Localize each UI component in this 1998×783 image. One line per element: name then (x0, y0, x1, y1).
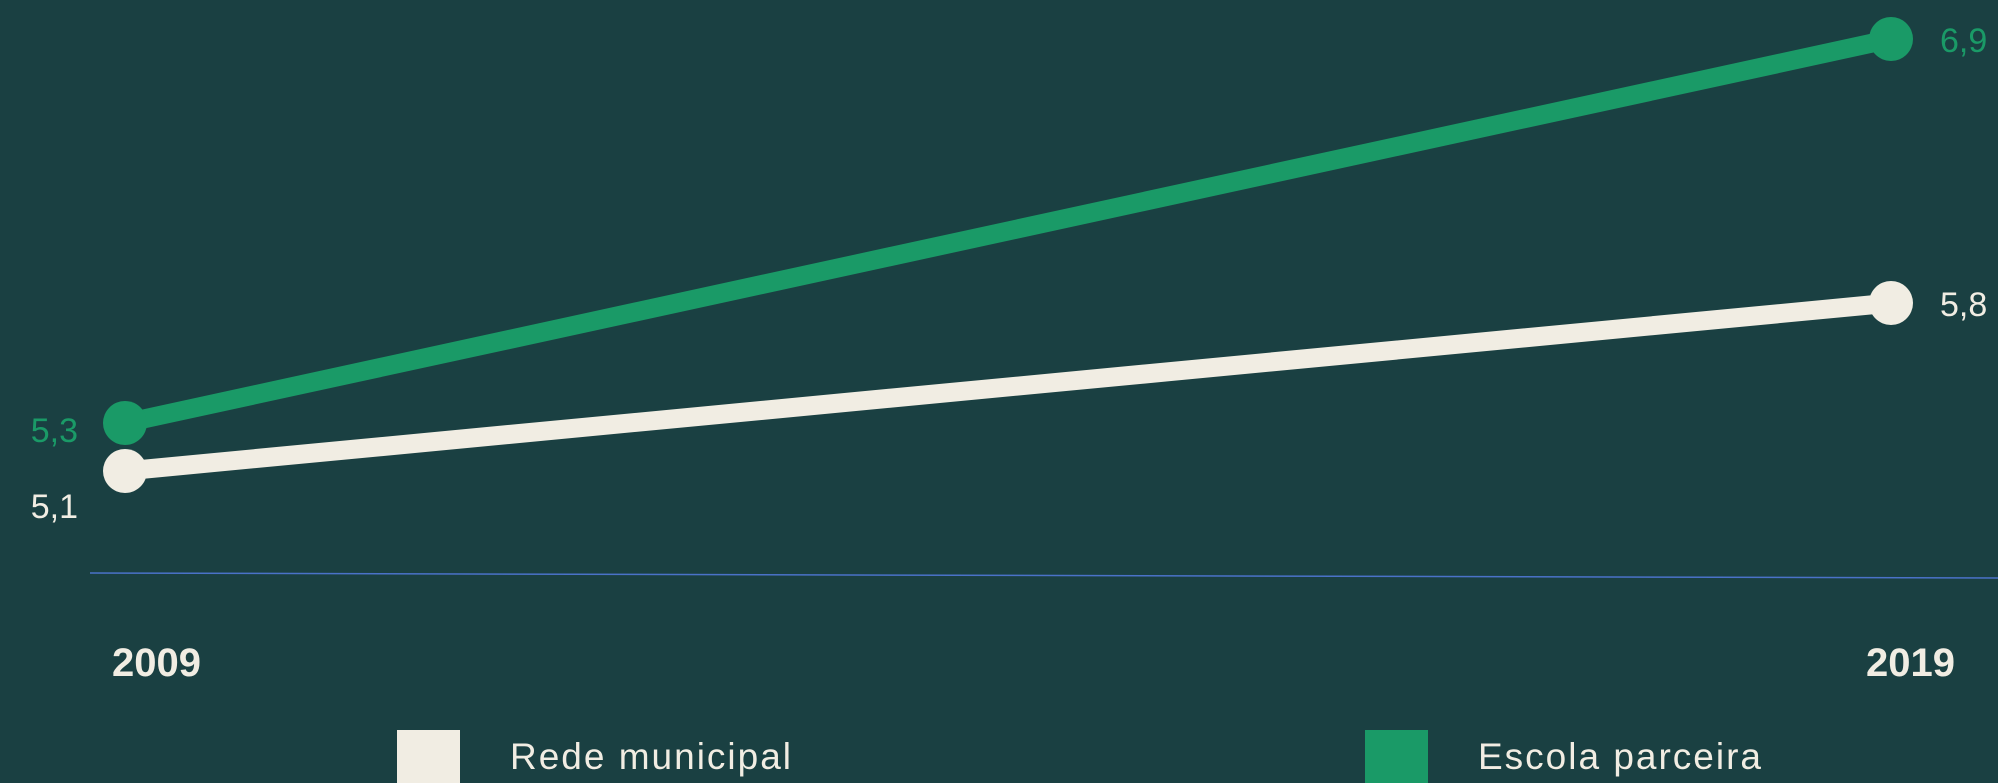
legend-label-rede-municipal: Rede municipal (510, 736, 794, 777)
legend-item-escola-parceira: Escola parceira (1365, 730, 1763, 783)
data-point-rede-municipal-2009 (103, 449, 147, 493)
x-axis-line (89, 572, 1998, 579)
legend-item-rede-municipal: Rede municipal (397, 730, 793, 783)
data-labels: 5,1 5,8 5,3 6,9 (31, 22, 1988, 526)
legend-swatch-rede-municipal (397, 730, 460, 783)
series-points (103, 17, 1913, 493)
x-tick-labels: 2009 2019 (112, 641, 1955, 685)
series-line-rede-municipal (115, 293, 1901, 481)
x-tick-label-2009: 2009 (112, 641, 201, 685)
legend-label-escola-parceira: Escola parceira (1478, 736, 1764, 777)
data-point-escola-parceira-2009 (103, 401, 147, 445)
data-point-escola-parceira-2019 (1869, 17, 1913, 61)
data-label-rede-municipal-2019: 5,8 (1940, 286, 1987, 324)
data-label-escola-parceira-2009: 5,3 (31, 412, 78, 450)
data-point-rede-municipal-2019 (1869, 281, 1913, 325)
x-tick-label-2019: 2019 (1866, 641, 1955, 685)
series-lines (115, 29, 1901, 481)
data-label-rede-municipal-2009: 5,1 (31, 488, 78, 526)
line-chart: 5,1 5,8 5,3 6,9 2009 2019 (31, 17, 1998, 685)
legend-swatch-escola-parceira (1365, 730, 1428, 783)
series-line-escola-parceira (115, 29, 1901, 433)
data-label-escola-parceira-2019: 6,9 (1940, 22, 1987, 60)
